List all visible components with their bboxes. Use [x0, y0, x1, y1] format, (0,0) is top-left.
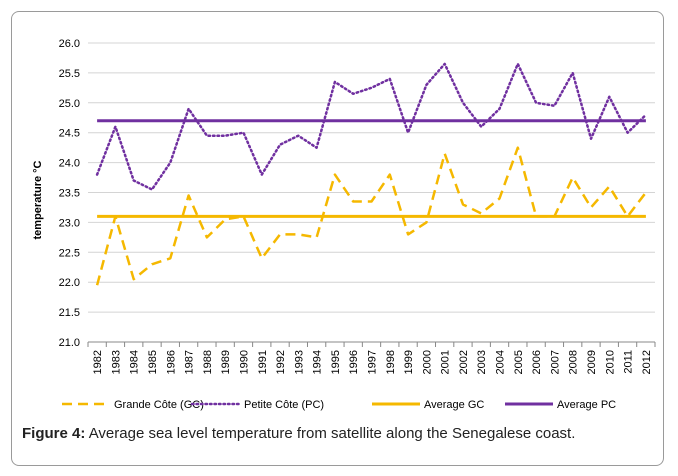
line-chart: 21.0 21.5 22.0 22.5 23.0 23.5 24.0 24.5 25.0 25.5… [32, 38, 656, 411]
y-tick-label: 22.5 [59, 247, 80, 259]
x-tick-label: 1994 [312, 350, 324, 374]
gridlines [88, 42, 655, 343]
y-tick-label: 24.0 [59, 158, 80, 170]
legend-label: Petite Côte (PC) [244, 399, 324, 411]
x-tick-label: 2005 [513, 350, 525, 374]
x-tick-label: 2007 [549, 350, 561, 374]
x-tick-label: 1990 [238, 350, 250, 374]
x-tick-label: 2010 [604, 350, 616, 374]
y-axis-ticks: 21.0 21.5 22.0 22.5 23.0 23.5 24.0 24.5 25.0 25.5… [59, 38, 80, 349]
y-tick-label: 23.0 [59, 217, 80, 229]
y-axis-label: temperature °C [32, 160, 44, 239]
x-tick-label: 1995 [330, 350, 342, 374]
caption-text: Average sea level temperature from satel… [88, 425, 576, 442]
legend-label: Average PC [557, 399, 616, 411]
x-tick-label: 1982 [92, 350, 104, 374]
x-tick-label: 1989 [220, 350, 232, 374]
x-tick-label: 1996 [348, 350, 360, 374]
series-line-petite-c-te-pc [95, 62, 648, 191]
y-tick-label: 23.5 [59, 188, 80, 200]
series-line-grande-c-te-gc [95, 146, 647, 286]
x-tick-label: 1986 [165, 350, 177, 374]
x-tick-label: 1983 [110, 350, 122, 374]
x-tick-label: 2002 [458, 350, 470, 374]
y-tick-label: 22.0 [59, 277, 80, 289]
y-tick-label: 21.0 [59, 337, 80, 349]
x-tick-label: 2008 [568, 350, 580, 374]
x-tick-label: 2001 [440, 350, 452, 374]
series-group [95, 62, 648, 286]
y-tick-label: 25.5 [59, 68, 80, 80]
x-tick-label: 2000 [421, 350, 433, 374]
legend: Grande Côte (GC) Petite Côte (PC) Average … [62, 399, 616, 411]
x-tick-label: 2011 [623, 350, 635, 374]
x-tick-label: 1992 [275, 350, 287, 374]
y-tick-label: 25.0 [59, 98, 80, 110]
x-tick-label: 1987 [184, 350, 196, 374]
x-tick-label: 1998 [385, 350, 397, 374]
x-tick-label: 1984 [129, 350, 141, 374]
y-tick-label: 24.5 [59, 128, 80, 140]
x-tick-label: 2006 [531, 350, 543, 374]
y-tick-label: 21.5 [59, 307, 80, 319]
legend-label: Grande Côte (GC) [114, 399, 204, 411]
x-tick-label: 2003 [476, 350, 488, 374]
x-tick-label: 1999 [403, 350, 415, 374]
x-tick-label: 1991 [257, 350, 269, 374]
x-tick-label: 2012 [641, 350, 653, 374]
x-tick-label: 2004 [495, 350, 507, 374]
x-axis-ticks: 1982 1983 1984 1985 1986 1987 1988 1989 1990 1991… [87, 342, 656, 374]
figure-caption: Figure 4: Average sea level temperature … [22, 424, 652, 443]
x-tick-label: 1988 [202, 350, 214, 374]
x-tick-label: 2009 [586, 350, 598, 374]
x-tick-label: 1993 [293, 350, 305, 374]
x-tick-label: 1985 [147, 350, 159, 374]
x-tick-label: 1997 [367, 350, 379, 374]
caption-label: Figure 4: [22, 425, 86, 442]
legend-label: Average GC [424, 399, 484, 411]
y-tick-label: 26.0 [59, 38, 80, 50]
figure-frame [11, 11, 664, 466]
